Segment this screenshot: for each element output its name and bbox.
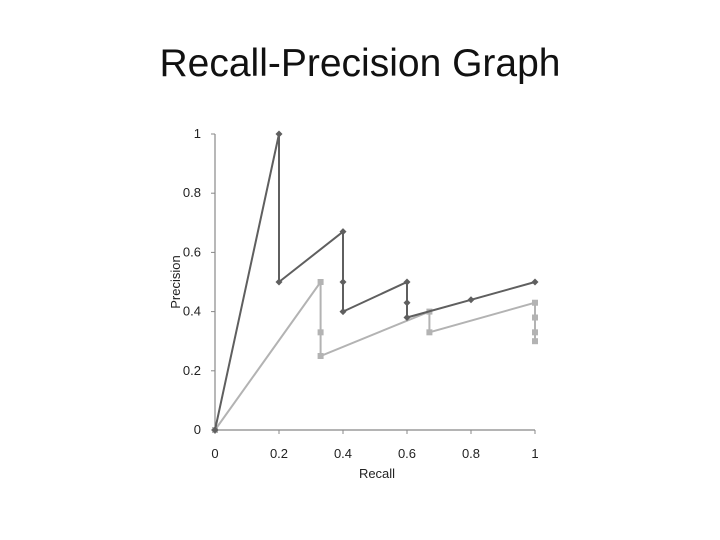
data-point [339,278,347,286]
series-line [214,133,536,431]
x-axis-ticks: 0 0.2 0.4 0.6 0.8 1 [211,430,539,461]
data-point [339,228,347,236]
data-point [403,278,411,286]
data-point [211,426,219,434]
data-point [532,329,538,336]
data-point [317,353,324,359]
data-point [275,130,283,138]
y-tick-label: 0.8 [183,185,201,200]
x-tick-label: 0.2 [270,446,288,461]
x-axis-label: Recall [359,466,395,481]
series-layer [211,130,539,434]
data-point [403,314,411,322]
series-line [214,278,536,431]
y-axis-ticks: 0 0.2 0.4 0.6 0.8 1 [183,126,215,437]
series-1 [211,130,539,434]
x-tick-label: 0.8 [462,446,480,461]
y-axis-label: Precision [168,255,183,308]
data-point [531,278,539,286]
x-tick-label: 1 [531,446,538,461]
data-point [467,296,475,304]
data-point [317,279,324,285]
data-point [275,278,283,286]
y-tick-label: 0.6 [183,244,201,259]
data-point [532,299,538,306]
data-point [403,299,411,307]
x-tick-label: 0.6 [398,446,416,461]
series-2 [212,278,538,433]
slide-title: Recall-Precision Graph [159,42,561,85]
data-point [317,329,324,336]
y-tick-label: 1 [194,126,201,141]
data-point [339,308,347,316]
data-point [532,338,538,345]
x-tick-label: 0 [211,446,218,461]
x-tick-label: 0.4 [334,446,352,461]
data-point [426,329,433,336]
y-tick-label: 0.2 [183,363,201,378]
data-point [532,314,538,321]
y-tick-label: 0.4 [183,304,201,319]
y-tick-label: 0 [194,422,201,437]
